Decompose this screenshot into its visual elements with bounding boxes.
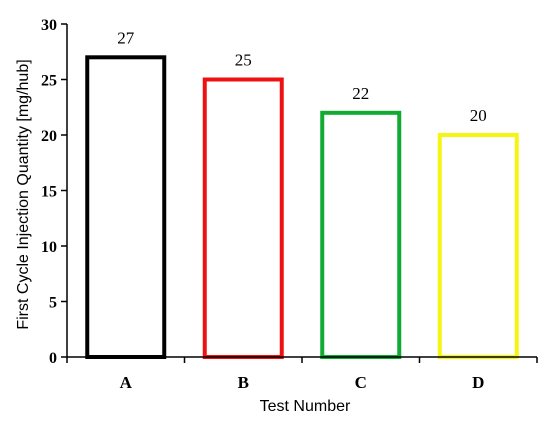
- x-axis-ticks: A B C D: [66, 357, 538, 392]
- value-label: 20: [470, 106, 487, 125]
- y-tick-label: 15: [41, 184, 57, 201]
- x-axis-title: Test Number: [260, 398, 351, 415]
- bars: [85, 55, 519, 360]
- value-label: 25: [235, 51, 252, 70]
- y-axis-title: First Cycle Injection Quantity [mg/hub]: [15, 59, 32, 329]
- y-axis-ticks: 0 5 10 15 20 25 30: [41, 17, 67, 367]
- bar-a: [85, 55, 167, 360]
- y-tick-label: 5: [49, 295, 57, 312]
- y-tick-label: 20: [41, 128, 57, 145]
- value-label: 22: [352, 84, 369, 103]
- y-tick-label: 25: [41, 73, 57, 90]
- y-tick-label: 30: [41, 17, 57, 34]
- bar-c: [320, 110, 402, 359]
- y-tick-label: 0: [49, 350, 57, 367]
- y-tick-label: 10: [41, 239, 57, 256]
- bar-d: [437, 133, 519, 359]
- value-label: 27: [117, 28, 135, 47]
- x-tick-label: C: [355, 373, 367, 392]
- bar-b: [202, 77, 284, 359]
- x-tick-label: A: [120, 373, 133, 392]
- x-tick-label: B: [238, 373, 249, 392]
- value-labels: 27 25 22 20: [117, 28, 487, 125]
- x-tick-label: D: [472, 373, 484, 392]
